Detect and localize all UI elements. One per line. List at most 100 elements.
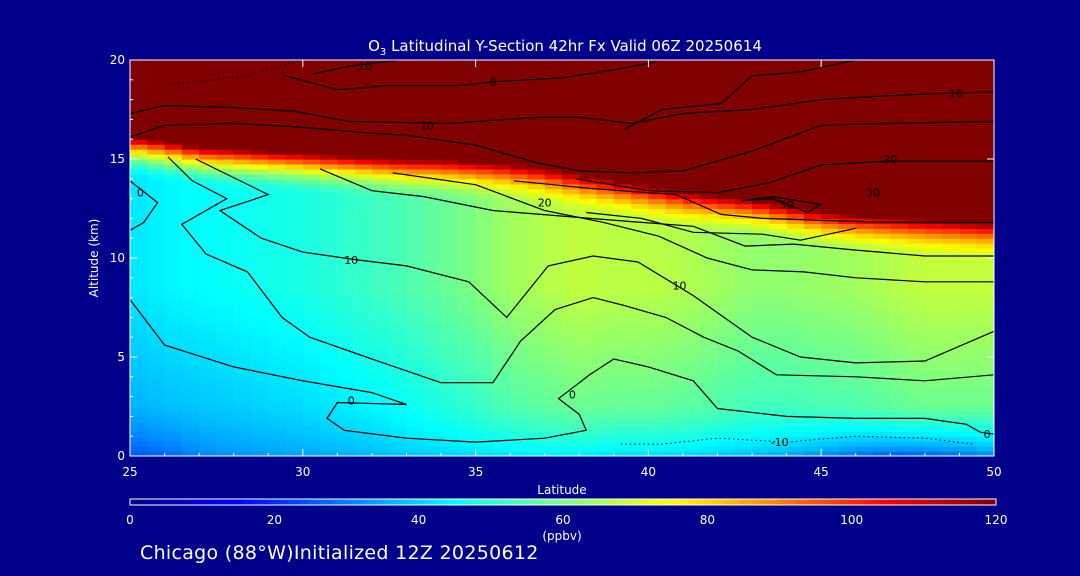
field-cell	[441, 233, 459, 239]
field-cell	[907, 342, 926, 348]
field-cell	[302, 342, 321, 348]
field-cell	[769, 60, 788, 66]
field-cell	[924, 243, 943, 249]
field-cell	[510, 282, 529, 289]
field-cell	[441, 79, 459, 86]
field-cell	[371, 243, 390, 249]
field-cell	[613, 139, 632, 145]
field-cell	[371, 416, 390, 422]
field-cell	[579, 69, 598, 76]
field-cell	[423, 233, 442, 239]
field-cell	[924, 332, 943, 338]
field-cell	[631, 64, 649, 71]
field-cell	[786, 228, 805, 234]
field-cell	[147, 347, 166, 353]
field-cell	[838, 208, 857, 215]
field-cell	[752, 154, 770, 160]
field-cell	[942, 124, 961, 130]
field-cell	[423, 426, 442, 432]
field-cell	[406, 213, 425, 219]
field-cell	[682, 262, 701, 269]
field-cell	[700, 104, 719, 111]
field-cell	[164, 297, 183, 304]
field-cell	[510, 183, 529, 190]
field-cell	[562, 267, 580, 274]
field-cell	[976, 193, 994, 200]
field-cell	[734, 431, 753, 437]
field-cell	[423, 139, 442, 145]
field-cell	[942, 386, 961, 393]
field-cell	[181, 218, 200, 224]
field-cell	[596, 134, 615, 140]
field-cell	[942, 332, 961, 338]
field-cell	[441, 60, 459, 66]
field-cell	[855, 69, 874, 76]
field-cell	[752, 347, 770, 353]
field-cell	[423, 436, 442, 442]
field-cell	[873, 391, 891, 398]
field-cell	[199, 64, 217, 71]
field-cell	[924, 188, 943, 195]
field-cell	[613, 342, 632, 348]
field-cell	[423, 322, 442, 328]
field-cell	[976, 173, 994, 180]
field-cell	[648, 243, 667, 249]
field-cell	[268, 163, 287, 170]
field-cell	[613, 357, 632, 363]
field-cell	[268, 74, 287, 81]
field-cell	[700, 60, 719, 66]
field-cell	[855, 361, 874, 368]
field-cell	[250, 436, 269, 442]
field-cell	[527, 307, 546, 314]
field-cell	[233, 406, 252, 413]
field-cell	[164, 74, 183, 81]
field-cell	[475, 203, 494, 210]
field-cell	[596, 178, 615, 185]
field-cell	[216, 327, 235, 333]
field-cell	[648, 357, 667, 363]
field-cell	[665, 317, 684, 323]
field-cell	[579, 426, 598, 432]
field-cell	[752, 168, 770, 175]
field-cell	[855, 79, 874, 86]
field-cell	[562, 436, 580, 442]
field-cell	[164, 144, 183, 150]
field-cell	[942, 114, 961, 120]
field-cell	[786, 361, 805, 368]
field-cell	[216, 411, 235, 417]
field-cell	[631, 406, 649, 413]
field-cell	[354, 149, 373, 155]
field-cell	[976, 163, 994, 170]
field-cell	[648, 163, 667, 170]
field-cell	[631, 322, 649, 328]
field-cell	[786, 173, 805, 180]
field-cell	[648, 431, 667, 437]
field-cell	[492, 139, 511, 145]
field-cell	[181, 396, 200, 403]
field-cell	[147, 431, 166, 437]
field-cell	[838, 357, 857, 363]
field-cell	[354, 396, 373, 403]
field-cell	[959, 406, 978, 413]
field-cell	[976, 411, 994, 417]
field-cell	[510, 233, 529, 239]
field-cell	[250, 282, 269, 289]
field-cell	[458, 406, 477, 413]
field-cell	[285, 317, 304, 323]
field-cell	[596, 451, 615, 456]
field-cell	[250, 198, 269, 205]
field-cell	[285, 267, 304, 274]
field-cell	[216, 139, 235, 145]
field-cell	[942, 297, 961, 304]
field-cell	[769, 337, 788, 343]
field-cell	[164, 149, 183, 155]
field-cell	[648, 411, 667, 417]
field-cell	[907, 307, 926, 314]
field-cell	[803, 79, 822, 86]
field-cell	[821, 69, 840, 76]
field-cell	[873, 114, 891, 120]
field-cell	[389, 366, 408, 373]
field-cell	[838, 243, 857, 249]
field-cell	[285, 79, 304, 86]
field-cell	[181, 416, 200, 422]
